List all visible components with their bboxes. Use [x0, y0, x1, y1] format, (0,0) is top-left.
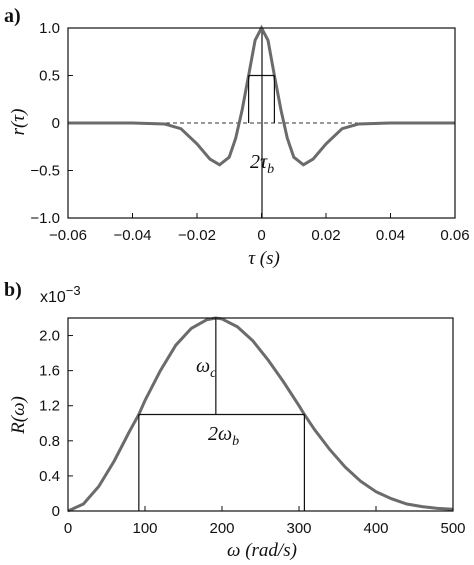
panel-b-ticks: 0 100 200 300 400 500 0 0.4 0.8 1.2 1.6 2.0	[39, 328, 465, 537]
panel-b: b) x10−3 R(ω) ω (rad/s) 0 100 200 300 400 500…	[4, 279, 466, 561]
panel-a-xtick-label: 0	[257, 227, 265, 244]
panel-a-xtick-label: 0.02	[311, 227, 340, 244]
panel-a-width-bar	[248, 74, 275, 123]
panel-b-ylabel: R(ω)	[8, 396, 29, 435]
panel-b-multiplier: x10−3	[40, 283, 81, 306]
panel-b-xtick-label: 100	[132, 520, 157, 537]
panel-b-frame	[67, 317, 454, 512]
panel-b-xlabel: ω (rad/s)	[227, 540, 297, 561]
panel-b-ytick-label: 1.6	[39, 363, 60, 380]
panel-b-width-label: 2ωb	[208, 423, 239, 449]
panel-a-xtick-label: −0.04	[114, 227, 152, 244]
panel-a-ylabel: r(τ)	[8, 109, 29, 136]
panel-b-annotation-lines	[138, 318, 305, 511]
panel-a-xtick-label: −0.02	[178, 227, 216, 244]
panel-b-xtick-label: 200	[209, 520, 234, 537]
panel-a-width-label: 2τb	[250, 151, 274, 177]
panel-b-ytick-label: 1.2	[39, 398, 60, 415]
panel-b-ytick-label: 0.4	[39, 468, 60, 485]
panel-a-ytick-label: 0.5	[39, 68, 60, 85]
panel-a-xlabel: τ (s)	[248, 248, 280, 269]
panel-a-ytick-label: −0.5	[30, 163, 60, 180]
panel-a-xtick-label: −0.06	[49, 227, 87, 244]
panel-b-xtick-label: 0	[64, 520, 72, 537]
panel-a-ytick-label: −1.0	[30, 210, 60, 227]
panel-b-series-line	[67, 316, 454, 513]
panel-a: a) r(τ) τ (s) −0.06 −0.04 −0.02 0 0.02 0.04 0.…	[4, 5, 470, 269]
panel-a-xtick-label: 0.04	[376, 227, 405, 244]
panel-b-ytick-label: 2.0	[39, 328, 60, 345]
panel-b-xtick-label: 500	[440, 520, 465, 537]
panel-b-xtick-label: 400	[363, 520, 388, 537]
panel-a-label: a)	[4, 5, 21, 27]
panel-b-label: b)	[4, 279, 22, 301]
panel-a-frame	[67, 27, 456, 219]
panel-a-xtick-label: 0.06	[440, 227, 469, 244]
panel-b-xtick-label: 300	[286, 520, 311, 537]
panel-a-ticks: −0.06 −0.04 −0.02 0 0.02 0.04 0.06 −1.0 −0.5 0 0.5…	[30, 20, 469, 244]
panel-a-ytick-label: 0	[52, 115, 60, 132]
panel-b-ytick-label: 0	[52, 503, 60, 520]
panel-b-center-label: ωc	[196, 355, 217, 381]
panel-b-ytick-label: 0.8	[39, 433, 60, 450]
panel-a-ytick-label: 1.0	[39, 20, 60, 37]
